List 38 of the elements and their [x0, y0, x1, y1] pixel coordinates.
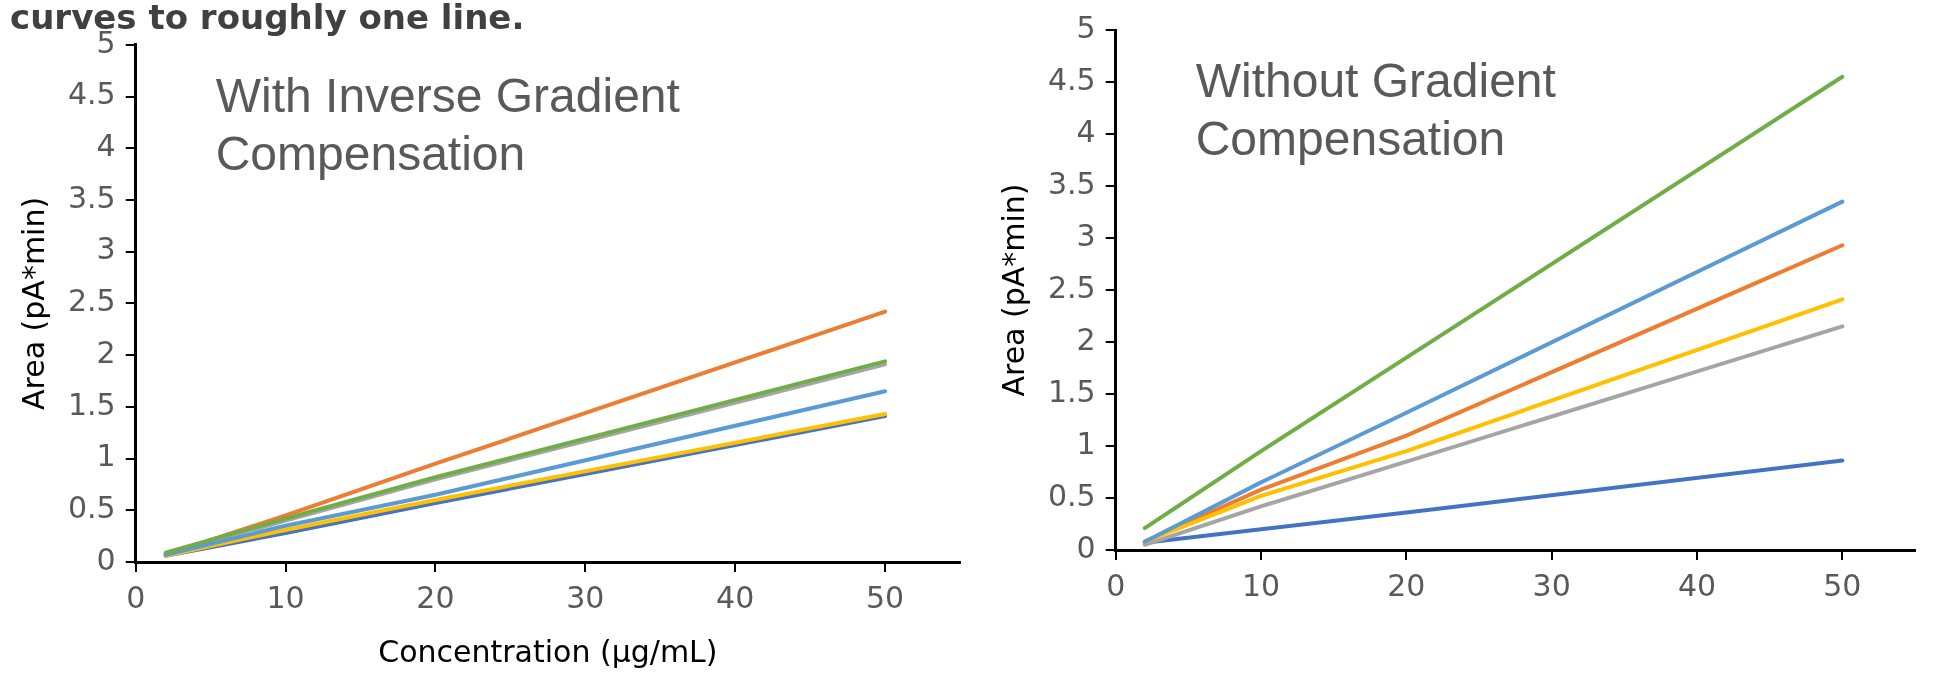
y-tick-label: 0: [1076, 529, 1096, 565]
x-tick-label: 20: [1387, 567, 1426, 603]
y-tick-label: 4: [96, 128, 116, 164]
y-tick-label: 4: [1076, 113, 1096, 149]
y-tick-label: 0.5: [67, 490, 116, 526]
y-tick-label: 1.5: [1047, 373, 1096, 409]
x-tick-label: 10: [1241, 567, 1281, 603]
x-tick-label: 20: [416, 579, 455, 615]
y-tick-label: 0: [96, 541, 116, 577]
y-tick-label: 5: [1076, 9, 1096, 45]
annotation: Without Gradient Compensation: [1195, 54, 1556, 166]
x-axis-title: Concentration (µg/mL): [378, 633, 718, 669]
x-tick-label: 0: [1106, 567, 1126, 603]
y-axis-title: Area (pA*min): [995, 183, 1031, 397]
y-axis-title: Area (pA*min): [15, 196, 51, 410]
y-tick-label: 3.5: [1047, 165, 1096, 201]
x-tick-label: 40: [716, 579, 755, 615]
y-tick-label: 2: [96, 334, 116, 370]
annotation: With Inverse Gradient Compensation: [215, 69, 680, 181]
y-tick-label: 3: [96, 231, 116, 267]
y-tick-label: 1: [1076, 425, 1096, 461]
y-tick-label: 3.5: [67, 179, 116, 215]
x-tick-label: 0: [126, 579, 146, 615]
x-tick-label: 30: [566, 579, 605, 615]
x-tick-label: 50: [1823, 567, 1862, 603]
x-tick-label: 10: [266, 579, 305, 615]
y-tick-label: 0.5: [1047, 477, 1096, 513]
y-tick-label: 2.5: [67, 283, 116, 319]
y-tick-label: 4.5: [1047, 61, 1096, 97]
y-tick-label: 2: [1076, 321, 1096, 357]
y-tick-label: 2.5: [1047, 269, 1096, 305]
y-tick-label: 1.5: [67, 386, 116, 422]
x-tick-label: 30: [1532, 567, 1571, 603]
x-tick-label: 50: [865, 579, 905, 615]
y-tick-label: 1: [96, 438, 116, 474]
y-tick-label: 4.5: [67, 76, 116, 112]
x-tick-label: 40: [1677, 567, 1717, 603]
y-tick-label: 3: [1076, 217, 1096, 253]
